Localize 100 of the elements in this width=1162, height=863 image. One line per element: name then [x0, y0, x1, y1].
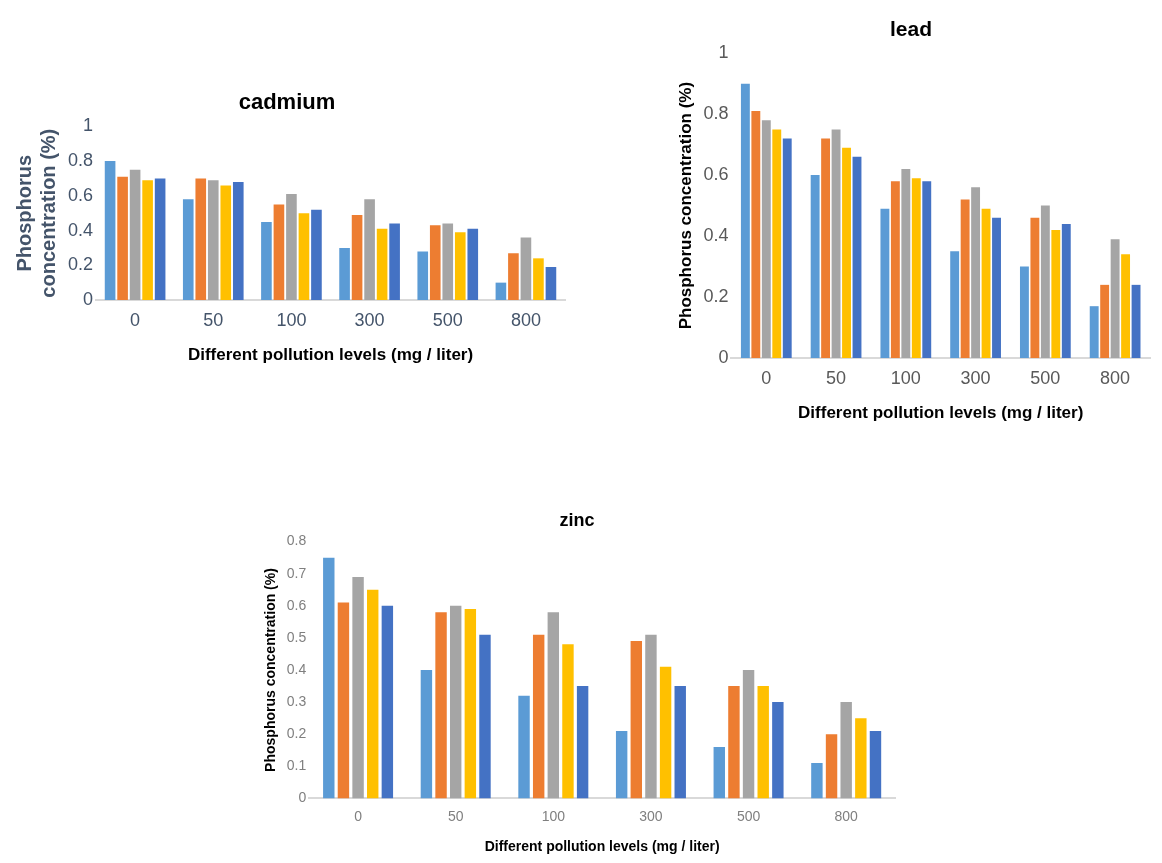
bar [389, 223, 400, 300]
bar [429, 225, 441, 300]
bar [495, 282, 507, 300]
y-tick-label: 0.5 [286, 628, 307, 645]
bar [479, 634, 491, 799]
bar [751, 111, 761, 358]
y-tick-label: 0.8 [286, 532, 307, 549]
bar [562, 644, 574, 799]
bar [713, 747, 725, 799]
bar [1030, 217, 1040, 358]
x-tick-label: 500 [1030, 367, 1061, 388]
bar [518, 695, 530, 799]
bar [339, 247, 350, 300]
bar [728, 686, 740, 799]
y-axis-title: Phosphorus concentration (%) [675, 81, 695, 330]
y-tick-label: 1 [718, 42, 729, 63]
x-tick-label: 300 [354, 309, 385, 330]
bar [298, 213, 310, 300]
bar [467, 228, 479, 300]
x-axis-title: Different pollution levels (mg / liter) [187, 345, 474, 365]
bar [1019, 266, 1029, 358]
bar [1100, 284, 1110, 358]
bar [911, 178, 921, 358]
bar [659, 666, 672, 799]
bar [195, 178, 207, 300]
bar [442, 223, 454, 300]
bar [981, 208, 991, 358]
x-tick-label: 50 [447, 807, 464, 824]
bar [1061, 223, 1071, 358]
bar [337, 602, 350, 799]
x-tick-label: 100 [276, 309, 307, 330]
x-tick-label: 0 [354, 807, 363, 824]
chart-title: cadmium [238, 89, 336, 115]
bar [352, 576, 364, 799]
y-axis-title: Phosphorus concentration (%) [262, 568, 279, 772]
bar [351, 214, 363, 300]
y-tick-label: 0 [718, 346, 729, 367]
y-axis-title: Phosphorus concentration (%) [12, 128, 59, 298]
x-tick-label: 50 [826, 367, 847, 388]
bar [520, 237, 532, 300]
x-tick-label: 100 [890, 367, 921, 388]
bar [810, 175, 820, 358]
bar [533, 258, 544, 300]
bar [869, 730, 882, 799]
bar [901, 169, 911, 358]
y-tick-label: 0.4 [703, 225, 729, 246]
bar [129, 169, 141, 300]
x-tick-label: 0 [761, 367, 772, 388]
bar [1051, 229, 1061, 358]
bar [740, 83, 750, 358]
bar [1110, 239, 1120, 358]
bar [464, 609, 477, 799]
bar [449, 605, 462, 799]
x-tick-label: 50 [203, 309, 224, 330]
bar [840, 702, 852, 799]
bar [960, 199, 970, 358]
bar [154, 178, 166, 300]
bar [855, 718, 867, 799]
chart-title: lead [889, 17, 933, 41]
bar [323, 557, 335, 799]
bar [821, 138, 831, 358]
bar [674, 686, 686, 799]
y-tick-label: 0 [298, 789, 307, 806]
y-tick-label: 0.4 [286, 660, 307, 677]
bar [545, 267, 557, 300]
bar [880, 208, 890, 358]
x-tick-label: 800 [1100, 367, 1131, 388]
x-axis-title: Different pollution levels (mg / liter) [798, 403, 1084, 423]
bar [117, 176, 128, 300]
y-tick-label: 0.6 [703, 164, 729, 185]
y-tick-label: 0.4 [67, 219, 94, 240]
bar [782, 138, 792, 358]
bar [104, 161, 116, 300]
y-tick-label: 0.2 [703, 286, 729, 307]
y-tick-label: 0.2 [67, 254, 94, 275]
bar [576, 686, 589, 799]
bar [811, 763, 823, 799]
x-tick-label: 300 [960, 367, 991, 388]
x-axis-title: Different pollution levels (mg / liter) [484, 838, 720, 855]
bar [273, 204, 285, 300]
bar [1089, 306, 1099, 358]
bar [890, 181, 900, 358]
bar [1131, 284, 1141, 358]
y-tick-label: 0.7 [286, 564, 307, 581]
bar [207, 180, 219, 300]
bar [367, 589, 379, 799]
bar [435, 612, 447, 799]
bar [508, 253, 519, 300]
bar [842, 147, 851, 358]
x-tick-label: 800 [510, 309, 541, 330]
bar [182, 199, 194, 300]
bar [825, 734, 838, 799]
x-tick-label: 800 [834, 807, 859, 824]
chart-title: zinc [559, 509, 595, 530]
bar [547, 612, 560, 799]
bar [311, 209, 322, 300]
bar [852, 156, 862, 358]
bar [142, 180, 153, 300]
bar [742, 670, 755, 799]
bar [286, 194, 297, 300]
